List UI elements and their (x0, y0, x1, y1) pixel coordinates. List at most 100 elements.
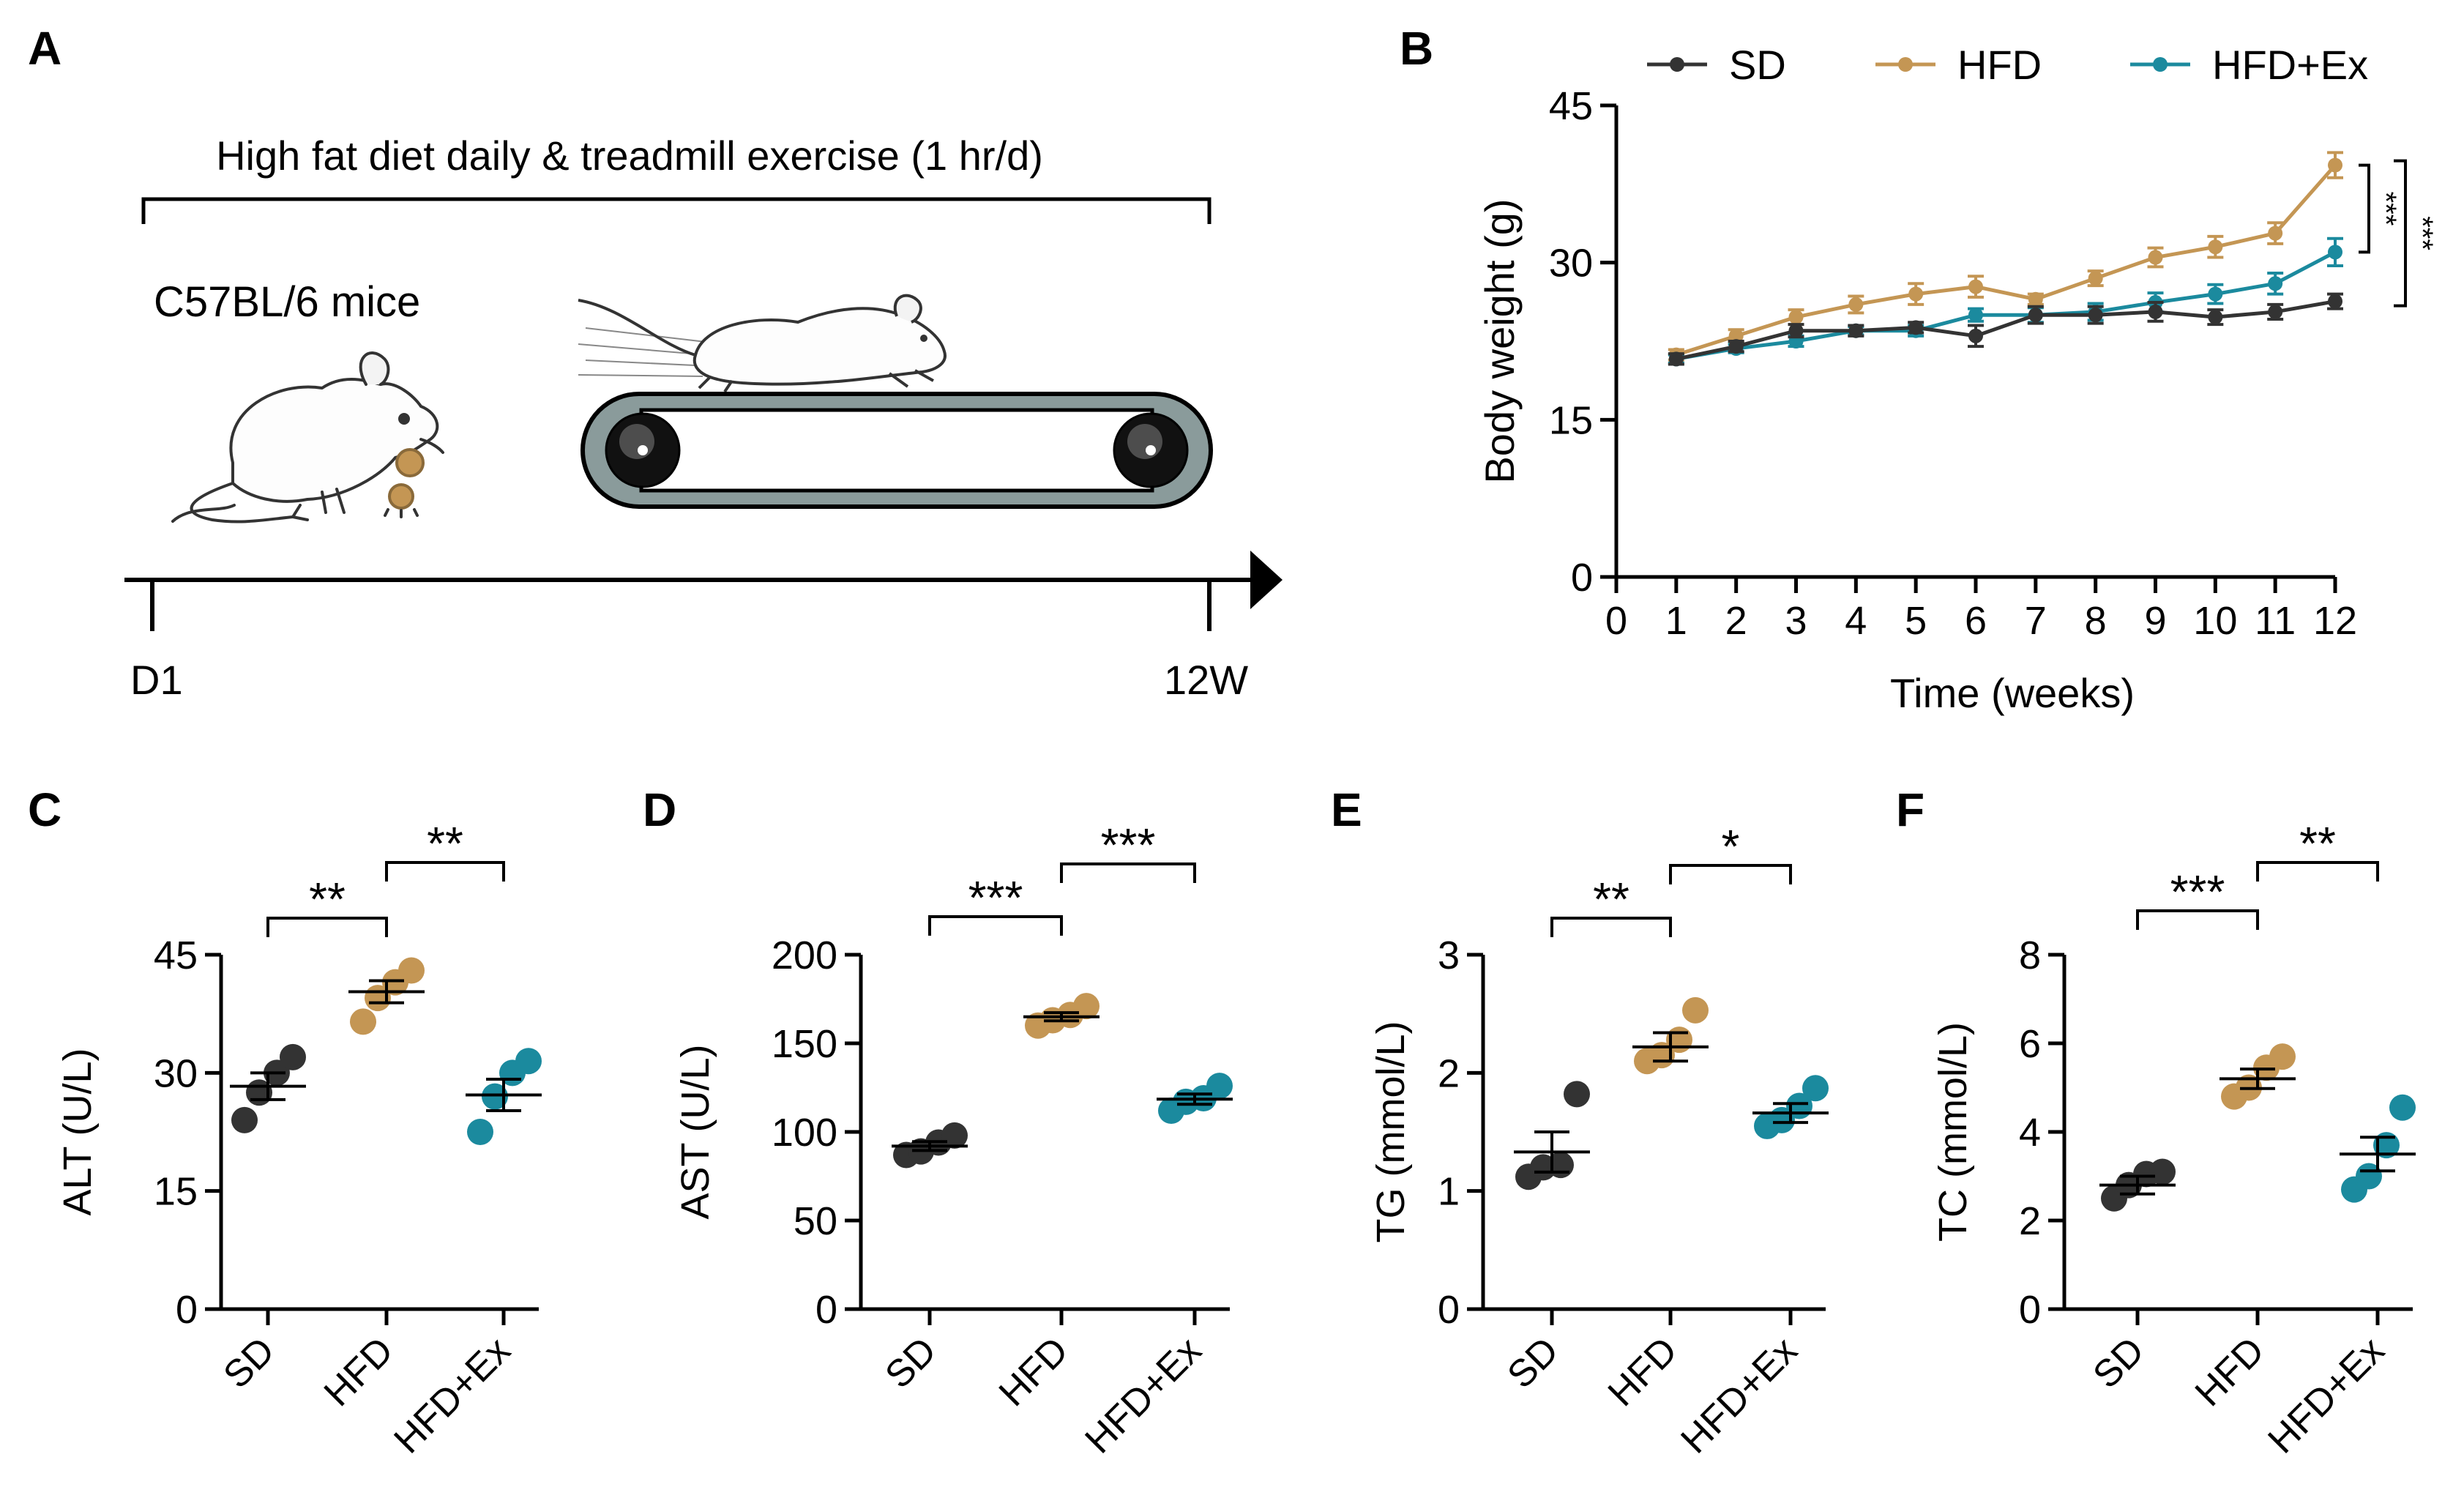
c-data-point (280, 1043, 306, 1070)
d-y-axis-title: AST (U/L) (673, 1044, 717, 1219)
b-legend-marker (1670, 57, 1684, 72)
panel-label-f: F (1896, 783, 1924, 836)
c-y-tick-label: 30 (154, 1051, 198, 1095)
c-data-point (482, 1083, 508, 1110)
b-x-tick-label: 8 (2085, 599, 2107, 643)
f-y-tick-label: 2 (2019, 1199, 2041, 1243)
f-sig-label: ** (2299, 817, 2336, 870)
f-x-tick-label: HFD+Ex (2260, 1329, 2393, 1461)
b-y-tick-label: 0 (1571, 556, 1593, 600)
panel-label-e: E (1331, 783, 1362, 836)
b-data-point (1788, 310, 1804, 325)
b-y-tick-label: 45 (1549, 84, 1593, 128)
b-data-point (1848, 297, 1864, 312)
f-y-tick-label: 6 (2019, 1022, 2041, 1066)
b-x-tick-label: 0 (1605, 599, 1627, 643)
d-y-tick-label: 150 (772, 1022, 837, 1066)
c-sig-label: ** (427, 817, 463, 870)
b-data-point (2328, 294, 2342, 309)
b-data-point (1848, 323, 1864, 338)
b-x-tick-label: 11 (2255, 599, 2296, 643)
f-data-point (2389, 1094, 2416, 1121)
d-y-tick-label: 100 (772, 1111, 837, 1155)
b-data-point (1728, 339, 1744, 354)
d-sig-bracket (928, 915, 1063, 936)
b-data-point (2328, 245, 2342, 260)
e-sig-bracket (1669, 864, 1792, 884)
e-y-tick-label: 2 (1438, 1051, 1460, 1095)
panel-label-a: A (28, 22, 61, 75)
b-x-tick-label: 4 (1845, 599, 1867, 643)
c-data-point (467, 1119, 493, 1145)
timeline-start-label: D1 (130, 657, 183, 703)
f-data-point (2269, 1043, 2296, 1070)
e-x-tick-label: HFD+Ex (1673, 1329, 1806, 1461)
c-x-tick-label: HFD (316, 1329, 402, 1415)
e-y-axis-title: TG (mmol/L) (1369, 1021, 1413, 1243)
b-legend-marker (2153, 57, 2168, 72)
b-data-point (2088, 271, 2103, 286)
d-data-point (1073, 993, 1100, 1020)
b-sig-label-hfd-sd: *** (2406, 216, 2438, 250)
d-sig-label: *** (1101, 819, 1156, 871)
b-data-point (1968, 328, 1983, 343)
c-data-point (231, 1106, 258, 1133)
c-x-tick-label: SD (215, 1329, 283, 1396)
b-data-point (1908, 320, 1924, 335)
b-data-point (1908, 286, 1924, 302)
mouse-label: C57BL/6 mice (154, 278, 420, 326)
b-data-point (2208, 310, 2223, 325)
f-data-point (2149, 1158, 2176, 1185)
b-data-point (2328, 157, 2342, 173)
b-x-tick-label: 1 (1665, 599, 1687, 643)
d-x-tick-label: HFD (991, 1329, 1077, 1415)
c-data-point (515, 1048, 542, 1075)
b-data-point (2268, 304, 2283, 319)
b-data-point (1728, 328, 1744, 343)
f-sig-label: *** (2170, 865, 2225, 918)
f-y-axis-title: TC (mmol/L) (1931, 1022, 1975, 1242)
b-x-tick-label: 6 (1965, 599, 1987, 643)
b-data-point (1788, 323, 1804, 338)
e-x-tick-label: SD (1499, 1329, 1567, 1396)
b-series-line-hfd (1676, 163, 2337, 357)
c-y-axis-title: ALT (U/L) (56, 1048, 100, 1215)
b-data-point (2088, 308, 2103, 323)
e-data-point (1682, 996, 1709, 1024)
f-sig-bracket (2136, 909, 2259, 930)
e-sig-label: ** (1593, 873, 1629, 925)
b-legend-label: SD (1729, 42, 1786, 88)
panel-label-c: C (28, 783, 61, 836)
panel-d-ast-chart: 0 50 100 150 200 AST (U/L) SD HFD HFD+Ex *** *** (673, 819, 1233, 1461)
d-x-tick-label: SD (877, 1329, 944, 1396)
b-y-tick-label: 15 (1549, 398, 1593, 442)
d-sig-label: *** (968, 871, 1023, 924)
f-sig-bracket (2256, 861, 2379, 882)
b-data-point (2268, 226, 2283, 241)
b-data-point (2268, 276, 2283, 291)
b-data-point (1968, 279, 1983, 294)
c-sig-bracket (385, 861, 505, 882)
c-y-tick-label: 45 (154, 934, 198, 977)
c-x-tick-label: HFD+Ex (387, 1329, 519, 1461)
b-data-point (2208, 286, 2223, 302)
d-y-tick-label: 0 (815, 1288, 837, 1332)
f-x-tick-label: HFD (2187, 1329, 2273, 1415)
d-x-tick-label: HFD+Ex (1078, 1329, 1210, 1461)
d-data-point (1206, 1073, 1233, 1100)
c-sig-bracket (266, 917, 388, 937)
f-x-tick-label: SD (2085, 1329, 2152, 1396)
b-x-tick-label: 3 (1785, 599, 1807, 643)
b-legend-marker (1898, 57, 1913, 72)
e-y-tick-label: 0 (1438, 1288, 1460, 1332)
b-x-tick-label: 5 (1905, 599, 1927, 643)
timeline-end-label: 12W (1164, 657, 1248, 703)
b-data-point (2208, 239, 2223, 255)
b-legend-label: HFD+Ex (2212, 42, 2368, 88)
treadmill-inner (639, 408, 1154, 493)
c-data-point (350, 1008, 376, 1035)
